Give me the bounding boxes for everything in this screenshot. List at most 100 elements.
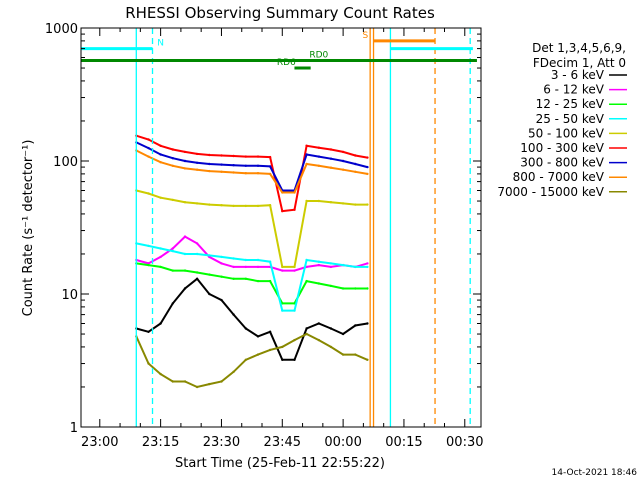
data-point xyxy=(354,265,357,269)
data-point xyxy=(159,161,162,164)
legend-entry-label: 50 - 100 keV xyxy=(528,126,605,140)
data-point xyxy=(159,153,162,156)
data-point xyxy=(256,204,260,208)
data-point xyxy=(293,265,296,269)
legend-entry-label: 800 - 7000 keV xyxy=(513,170,605,184)
data-point xyxy=(293,208,296,211)
data-point xyxy=(329,201,333,204)
data-point xyxy=(147,330,150,333)
data-point xyxy=(256,155,260,158)
data-point xyxy=(341,287,345,290)
data-point xyxy=(232,164,235,167)
data-point xyxy=(293,269,296,272)
data-point xyxy=(159,372,162,376)
data-point xyxy=(268,165,272,168)
data-point xyxy=(147,244,150,248)
data-point xyxy=(268,260,272,263)
data-point xyxy=(147,155,150,158)
data-point xyxy=(256,353,260,356)
data-point xyxy=(354,287,357,290)
data-point xyxy=(305,327,308,330)
data-point xyxy=(281,191,284,194)
data-point xyxy=(281,269,284,272)
data-point xyxy=(256,172,260,175)
series-line xyxy=(136,189,368,268)
data-point xyxy=(256,335,260,338)
data-point xyxy=(232,204,235,208)
data-point xyxy=(268,279,272,283)
data-point xyxy=(183,167,187,170)
data-point xyxy=(366,172,369,176)
data-point xyxy=(195,161,199,164)
data-point xyxy=(232,313,235,316)
data-point xyxy=(256,265,260,269)
legend-entry-label: 3 - 6 keV xyxy=(551,68,605,82)
data-point xyxy=(232,154,235,158)
legend-entry-label: 12 - 25 keV xyxy=(536,97,605,111)
annotation-bar-label: RD0 xyxy=(309,50,328,60)
data-point xyxy=(147,362,150,365)
data-point xyxy=(147,146,150,150)
data-point xyxy=(317,338,320,342)
data-point xyxy=(317,155,320,158)
data-point xyxy=(268,330,272,333)
data-point xyxy=(341,168,345,171)
annotation-bar-label: N xyxy=(157,39,164,49)
data-point xyxy=(305,153,308,156)
y-axis-label: Count Rate (s⁻¹ detector⁻¹) xyxy=(21,140,36,317)
x-tick-label: 00:00 xyxy=(324,435,361,450)
x-tick-label: 23:15 xyxy=(142,435,179,450)
data-point xyxy=(305,258,308,262)
data-point xyxy=(208,169,211,173)
chart-title: RHESSI Observing Summary Count Rates xyxy=(125,4,435,22)
data-point xyxy=(354,353,357,356)
data-point xyxy=(341,202,345,205)
data-point xyxy=(293,191,296,194)
data-point xyxy=(147,192,150,195)
legend-entry-label: 100 - 300 keV xyxy=(520,141,604,155)
legend-header: Det 1,3,4,5,6,9, xyxy=(532,41,626,55)
data-point xyxy=(208,273,211,276)
data-point xyxy=(195,385,199,389)
data-point xyxy=(220,298,223,302)
data-point xyxy=(244,358,247,361)
data-point xyxy=(171,380,174,383)
x-tick-label: 23:45 xyxy=(264,435,301,450)
data-point xyxy=(220,154,223,157)
y-tick-label: 100 xyxy=(53,155,78,170)
data-point xyxy=(244,155,247,158)
data-point xyxy=(329,327,333,330)
y-tick-label: 1000 xyxy=(45,22,78,37)
x-tick-label: 23:00 xyxy=(81,435,118,450)
data-point xyxy=(305,199,308,203)
data-point xyxy=(171,164,174,167)
y-tick-label: 10 xyxy=(61,288,78,303)
data-point xyxy=(244,258,247,262)
data-point xyxy=(232,370,235,373)
data-point xyxy=(232,171,235,174)
data-point xyxy=(305,332,308,336)
y-tick-label: 1 xyxy=(70,421,78,436)
data-point xyxy=(183,380,187,383)
annotation-bar-label: S xyxy=(363,31,369,41)
x-axis-label: Start Time (25-Feb-11 22:55:22) xyxy=(175,456,385,471)
data-point xyxy=(195,252,199,256)
data-point xyxy=(317,282,320,285)
data-point xyxy=(305,144,308,147)
data-point xyxy=(341,263,345,267)
series-line xyxy=(136,242,368,312)
data-point xyxy=(244,172,247,175)
data-point xyxy=(171,247,174,250)
data-point xyxy=(244,277,247,280)
plot-frame xyxy=(80,27,482,428)
data-point xyxy=(256,164,260,167)
series-line xyxy=(136,262,368,305)
data-point xyxy=(281,345,284,349)
data-point xyxy=(208,203,211,206)
data-point xyxy=(195,202,199,205)
data-point xyxy=(183,159,187,163)
data-point xyxy=(171,269,174,272)
data-point xyxy=(329,262,333,265)
data-point xyxy=(147,138,150,141)
